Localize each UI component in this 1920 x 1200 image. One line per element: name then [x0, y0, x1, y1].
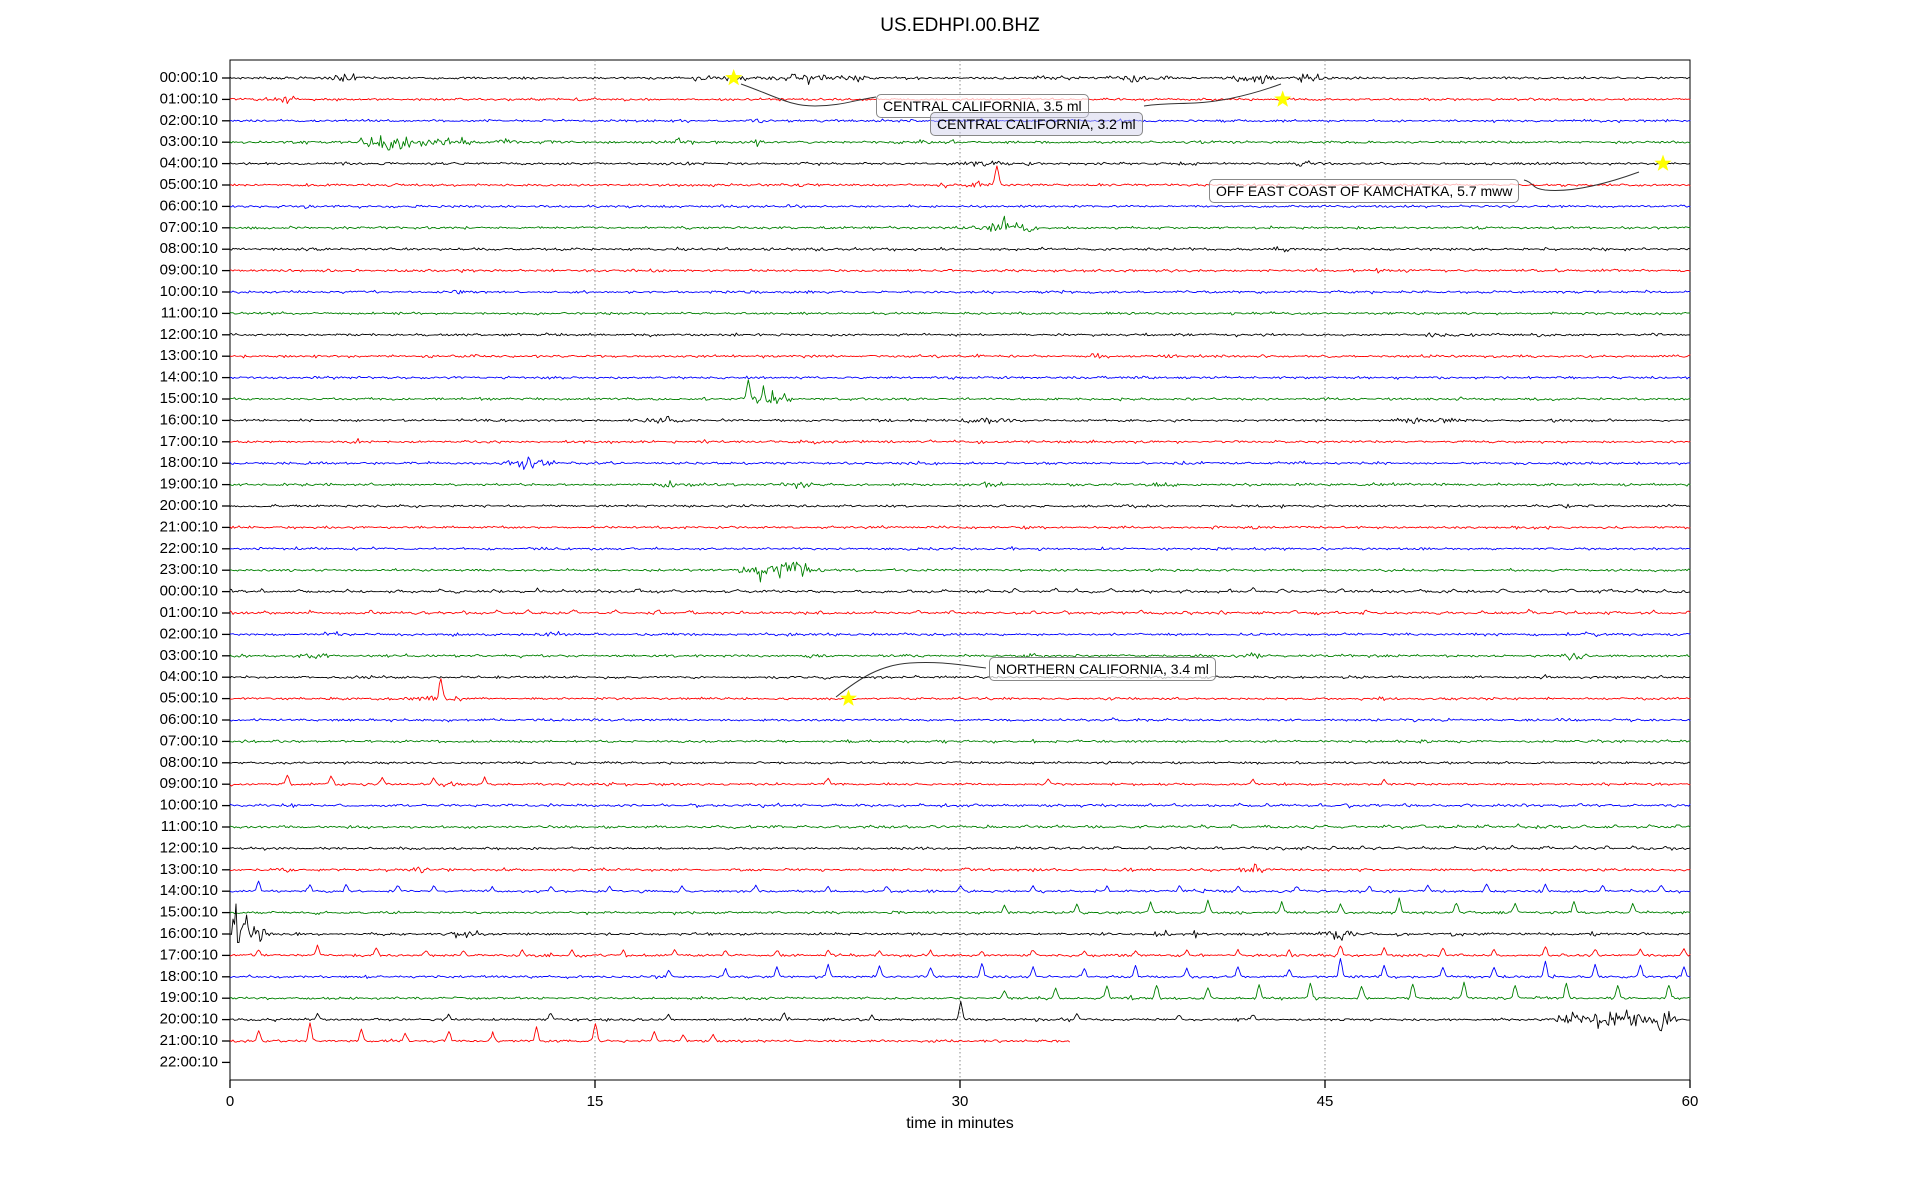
svg-text:01:00:10: 01:00:10 — [160, 90, 218, 107]
svg-text:20:00:10: 20:00:10 — [160, 497, 218, 514]
svg-text:10:00:10: 10:00:10 — [160, 797, 218, 814]
svg-text:10:00:10: 10:00:10 — [160, 283, 218, 300]
svg-text:04:00:10: 04:00:10 — [160, 668, 218, 685]
svg-text:22:00:10: 22:00:10 — [160, 1053, 218, 1070]
svg-text:08:00:10: 08:00:10 — [160, 754, 218, 771]
svg-text:15:00:10: 15:00:10 — [160, 390, 218, 407]
svg-text:09:00:10: 09:00:10 — [160, 775, 218, 792]
svg-text:15:00:10: 15:00:10 — [160, 904, 218, 921]
svg-text:00:00:10: 00:00:10 — [160, 69, 218, 86]
svg-text:19:00:10: 19:00:10 — [160, 989, 218, 1006]
svg-text:11:00:10: 11:00:10 — [161, 304, 218, 321]
svg-text:60: 60 — [1682, 1093, 1699, 1110]
svg-text:09:00:10: 09:00:10 — [160, 262, 218, 279]
svg-text:03:00:10: 03:00:10 — [160, 133, 218, 150]
svg-text:US.EDHPI.00.BHZ: US.EDHPI.00.BHZ — [880, 15, 1040, 36]
svg-text:18:00:10: 18:00:10 — [160, 968, 218, 985]
svg-text:11:00:10: 11:00:10 — [161, 818, 218, 835]
svg-text:00:00:10: 00:00:10 — [160, 583, 218, 600]
svg-text:16:00:10: 16:00:10 — [160, 925, 218, 942]
svg-text:07:00:10: 07:00:10 — [160, 219, 218, 236]
svg-text:12:00:10: 12:00:10 — [160, 326, 218, 343]
svg-text:19:00:10: 19:00:10 — [160, 476, 218, 493]
svg-text:07:00:10: 07:00:10 — [160, 732, 218, 749]
svg-text:13:00:10: 13:00:10 — [160, 347, 218, 364]
svg-text:30: 30 — [952, 1093, 969, 1110]
svg-text:13:00:10: 13:00:10 — [160, 861, 218, 878]
svg-text:02:00:10: 02:00:10 — [160, 625, 218, 642]
svg-text:22:00:10: 22:00:10 — [160, 540, 218, 557]
svg-text:05:00:10: 05:00:10 — [160, 176, 218, 193]
svg-text:21:00:10: 21:00:10 — [160, 518, 218, 535]
svg-text:05:00:10: 05:00:10 — [160, 690, 218, 707]
svg-text:12:00:10: 12:00:10 — [160, 839, 218, 856]
svg-text:02:00:10: 02:00:10 — [160, 112, 218, 129]
svg-text:01:00:10: 01:00:10 — [160, 604, 218, 621]
svg-text:06:00:10: 06:00:10 — [160, 197, 218, 214]
svg-text:20:00:10: 20:00:10 — [160, 1011, 218, 1028]
svg-text:0: 0 — [226, 1093, 234, 1110]
svg-text:time in minutes: time in minutes — [906, 1115, 1014, 1132]
svg-text:15: 15 — [587, 1093, 604, 1110]
svg-text:16:00:10: 16:00:10 — [160, 411, 218, 428]
svg-text:08:00:10: 08:00:10 — [160, 240, 218, 257]
svg-text:17:00:10: 17:00:10 — [160, 946, 218, 963]
svg-text:21:00:10: 21:00:10 — [160, 1032, 218, 1049]
svg-text:23:00:10: 23:00:10 — [160, 561, 218, 578]
svg-text:17:00:10: 17:00:10 — [160, 433, 218, 450]
svg-text:14:00:10: 14:00:10 — [160, 882, 218, 899]
svg-text:14:00:10: 14:00:10 — [160, 369, 218, 386]
svg-text:18:00:10: 18:00:10 — [160, 454, 218, 471]
svg-text:45: 45 — [1317, 1093, 1334, 1110]
svg-text:06:00:10: 06:00:10 — [160, 711, 218, 728]
svg-text:04:00:10: 04:00:10 — [160, 155, 218, 172]
svg-text:03:00:10: 03:00:10 — [160, 647, 218, 664]
